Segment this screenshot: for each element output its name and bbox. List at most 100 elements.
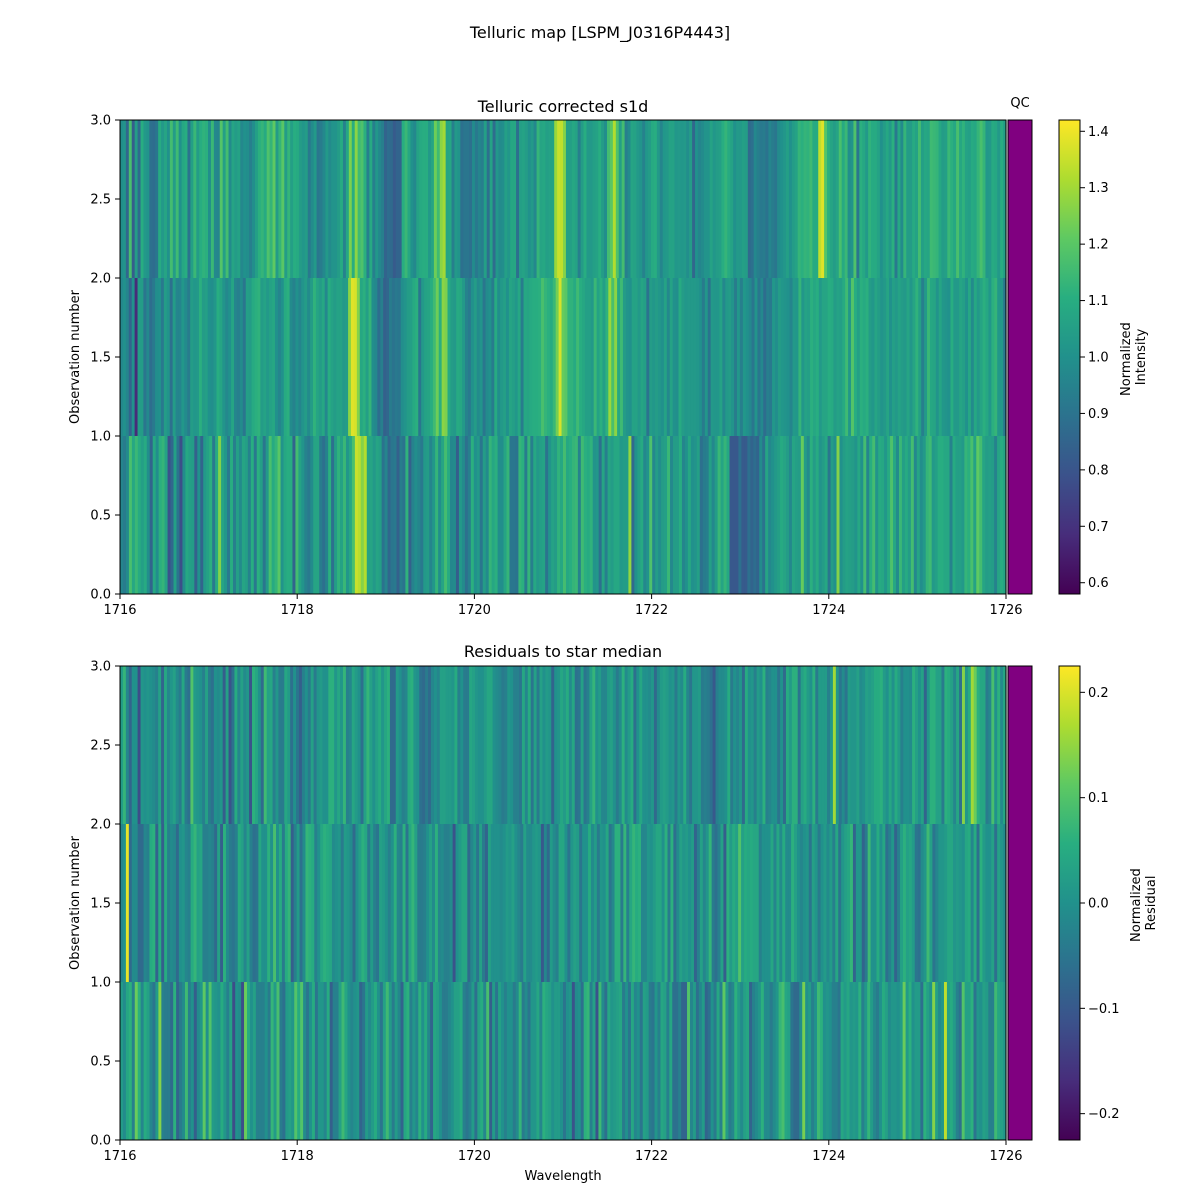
heatmap-cell — [514, 824, 518, 982]
heatmap-cell — [964, 120, 969, 278]
heatmap-cell — [625, 278, 630, 436]
heatmap-cell — [457, 120, 461, 278]
heatmap-cell — [247, 436, 252, 594]
heatmap-cell — [371, 982, 375, 1140]
heatmap-cell — [469, 120, 473, 278]
heatmap-cell — [456, 278, 460, 436]
heatmap-cell — [765, 120, 769, 278]
heatmap-cell — [551, 436, 555, 594]
heatmap-cell — [733, 666, 737, 824]
heatmap-cell — [686, 666, 690, 824]
heatmap-cell — [172, 824, 177, 982]
heatmap-cell — [434, 824, 439, 982]
heatmap-cell — [169, 666, 174, 824]
heatmap-cell — [539, 666, 544, 824]
heatmap-cell — [436, 666, 441, 824]
heatmap-cell — [636, 120, 640, 278]
heatmap-cell — [386, 278, 390, 436]
heatmap-cell — [639, 666, 643, 824]
heatmap-cell — [618, 120, 623, 278]
heatmap-cell — [387, 824, 392, 982]
heatmap-cell — [941, 982, 945, 1140]
heatmap-cell — [906, 120, 910, 278]
heatmap-cell — [252, 666, 256, 824]
heatmap-cell — [894, 824, 898, 982]
heatmap-cell — [773, 824, 777, 982]
heatmap-cell — [953, 666, 957, 824]
heatmap-cell — [400, 278, 405, 436]
heatmap-cell — [205, 824, 209, 982]
heatmap-cell — [906, 278, 911, 436]
heatmap-cell — [385, 982, 390, 1140]
heatmap-cell — [690, 278, 694, 436]
heatmap-cell — [958, 824, 963, 982]
heatmap-cell — [254, 278, 259, 436]
heatmap-cell — [166, 120, 171, 278]
heatmap-cell — [518, 436, 522, 594]
heatmap-cell — [947, 278, 952, 436]
heatmap-cell — [656, 120, 661, 278]
colorbar-tick-label: 0.9 — [1088, 407, 1109, 422]
heatmap-cell — [778, 982, 783, 1140]
heatmap-cell — [281, 120, 285, 278]
heatmap-cell — [182, 982, 186, 1140]
y-tick-label: 1.0 — [90, 976, 111, 991]
heatmap-cell — [577, 982, 582, 1140]
heatmap-cell — [818, 666, 822, 824]
heatmap-cell — [406, 982, 411, 1140]
heatmap-cell — [780, 666, 784, 824]
heatmap-cell — [602, 824, 607, 982]
heatmap-cell — [675, 278, 680, 436]
heatmap-cell — [596, 278, 601, 436]
heatmap-cell — [950, 278, 954, 436]
heatmap-cell — [844, 666, 849, 824]
heatmap-cell — [738, 824, 742, 982]
heatmap-cell — [695, 120, 699, 278]
heatmap-cell — [808, 824, 813, 982]
heatmap-cell — [303, 982, 307, 1140]
heatmap-cell — [521, 982, 526, 1140]
heatmap-cell — [523, 278, 528, 436]
heatmap-cell — [480, 666, 485, 824]
heatmap-cell — [458, 436, 463, 594]
heatmap-cell — [724, 120, 728, 278]
heatmap-cell — [196, 120, 200, 278]
heatmap-cell — [465, 982, 470, 1140]
heatmap-cell — [612, 666, 617, 824]
heatmap-cell — [164, 120, 168, 278]
heatmap-cell — [445, 120, 450, 278]
heatmap-cell — [800, 666, 805, 824]
heatmap-cell — [164, 666, 168, 824]
heatmap-cell — [885, 824, 889, 982]
heatmap-cell — [298, 436, 302, 594]
heatmap-cell — [677, 666, 681, 824]
heatmap-cell — [240, 824, 245, 982]
heatmap-cell — [956, 666, 960, 824]
heatmap-cell — [438, 982, 443, 1140]
heatmap-cell — [702, 824, 707, 982]
heatmap-cell — [699, 436, 704, 594]
heatmap-cell — [463, 120, 467, 278]
heatmap-cell — [316, 436, 320, 594]
heatmap-cell — [318, 278, 323, 436]
heatmap-cell — [725, 982, 729, 1140]
heatmap-cell — [263, 666, 268, 824]
heatmap-cell — [696, 278, 700, 436]
heatmap-cell — [332, 982, 337, 1140]
heatmap-cell — [451, 666, 456, 824]
heatmap-cell — [346, 824, 351, 982]
heatmap-cell — [178, 278, 182, 436]
heatmap-cell — [967, 982, 972, 1140]
heatmap-cell — [903, 666, 907, 824]
heatmap-cell — [517, 824, 521, 982]
heatmap-cell — [207, 278, 212, 436]
heatmap-cell — [221, 436, 225, 594]
heatmap-cell — [334, 666, 338, 824]
heatmap-cell — [304, 278, 308, 436]
heatmap-cell — [662, 120, 667, 278]
heatmap-cell — [829, 666, 834, 824]
heatmap-cell — [859, 278, 864, 436]
heatmap-cell — [595, 120, 599, 278]
heatmap-cell — [884, 436, 888, 594]
heatmap-cell — [876, 666, 881, 824]
